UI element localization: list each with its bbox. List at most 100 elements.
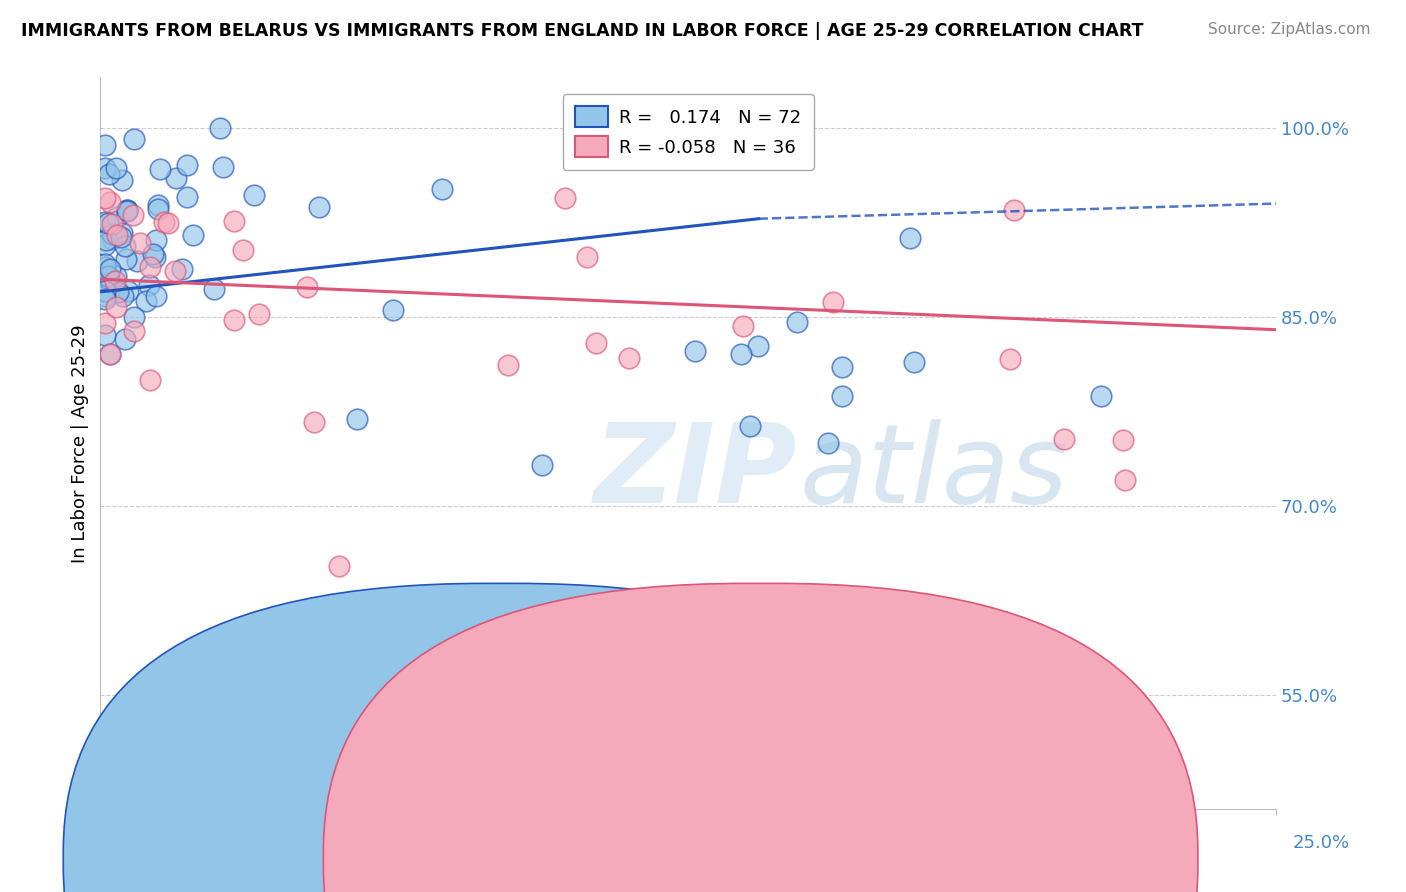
Point [122, 208, 145, 222]
Point [165, 264, 187, 278]
Text: ZIP: ZIP [595, 419, 797, 526]
Point [1002, 203, 1025, 218]
Legend: R =   0.174   N = 72, R = -0.058   N = 36: R = 0.174 N = 72, R = -0.058 N = 36 [562, 94, 814, 169]
Point [94, 284, 117, 298]
Point [104, 268, 127, 283]
Point [94, 238, 117, 252]
Point [94, 214, 117, 228]
Point [142, 247, 165, 261]
Point [115, 202, 138, 217]
Point [94, 293, 117, 307]
Point [114, 239, 136, 253]
Point [98, 346, 121, 360]
Point [105, 300, 128, 314]
Point [685, 343, 707, 358]
Point [998, 351, 1021, 366]
Point [115, 252, 138, 266]
Point [114, 332, 136, 346]
Point [231, 243, 253, 257]
Point [94, 289, 117, 303]
Point [97, 271, 120, 285]
Point [117, 284, 139, 298]
Point [817, 436, 839, 450]
Point [1114, 473, 1136, 487]
Point [98, 347, 121, 361]
Point [101, 232, 124, 246]
Point [143, 250, 166, 264]
Point [823, 295, 845, 310]
Point [382, 302, 405, 317]
Point [170, 262, 193, 277]
Point [222, 213, 245, 227]
Point [152, 215, 174, 229]
Point [165, 171, 187, 186]
Point [176, 189, 198, 203]
Point [111, 226, 134, 240]
Point [115, 204, 138, 219]
Point [575, 250, 598, 264]
Text: Immigrants from Belarus: Immigrants from Belarus [523, 850, 730, 868]
Point [94, 260, 117, 275]
Point [135, 293, 157, 308]
Point [295, 280, 318, 294]
Point [139, 373, 162, 387]
Text: atlas: atlas [800, 419, 1069, 526]
Point [107, 285, 129, 299]
Point [1080, 709, 1102, 723]
Y-axis label: In Labor Force | Age 25-29: In Labor Force | Age 25-29 [72, 324, 89, 563]
Point [97, 271, 120, 285]
Point [105, 211, 128, 225]
Point [1053, 432, 1076, 446]
Point [903, 355, 925, 369]
Point [243, 187, 266, 202]
Point [1090, 388, 1112, 402]
Point [145, 233, 167, 247]
Point [128, 236, 150, 251]
Point [104, 161, 127, 176]
Point [554, 191, 576, 205]
Point [157, 216, 180, 230]
Point [733, 319, 755, 334]
Point [346, 412, 368, 426]
Point [831, 389, 853, 403]
Point [740, 418, 762, 433]
Point [786, 315, 808, 329]
Point [94, 257, 117, 271]
Point [145, 289, 167, 303]
Point [146, 198, 169, 212]
Point [105, 227, 128, 242]
Point [530, 458, 553, 473]
Point [181, 228, 204, 243]
Point [430, 182, 453, 196]
Point [149, 161, 172, 176]
Point [496, 359, 519, 373]
Point [209, 120, 232, 135]
Point [898, 231, 921, 245]
Point [94, 138, 117, 153]
Point [111, 172, 134, 186]
Point [100, 227, 122, 241]
Text: IMMIGRANTS FROM BELARUS VS IMMIGRANTS FROM ENGLAND IN LABOR FORCE | AGE 25-29 CO: IMMIGRANTS FROM BELARUS VS IMMIGRANTS FR… [21, 22, 1143, 40]
Point [308, 200, 330, 214]
Point [222, 312, 245, 326]
Point [103, 274, 125, 288]
Point [176, 158, 198, 172]
Point [100, 194, 122, 209]
Point [122, 310, 145, 324]
Point [138, 260, 160, 274]
Point [202, 282, 225, 296]
Point [100, 261, 122, 276]
Point [122, 324, 145, 338]
Text: Immigrants from England: Immigrants from England [783, 850, 995, 868]
Point [110, 229, 132, 244]
Point [124, 132, 146, 146]
Point [96, 233, 118, 247]
Point [747, 339, 769, 353]
Point [94, 190, 117, 204]
Point [617, 351, 640, 365]
Text: 0.0%: 0.0% [96, 834, 141, 852]
Point [98, 167, 121, 181]
Point [831, 360, 853, 375]
Point [94, 316, 117, 330]
Point [328, 558, 350, 573]
